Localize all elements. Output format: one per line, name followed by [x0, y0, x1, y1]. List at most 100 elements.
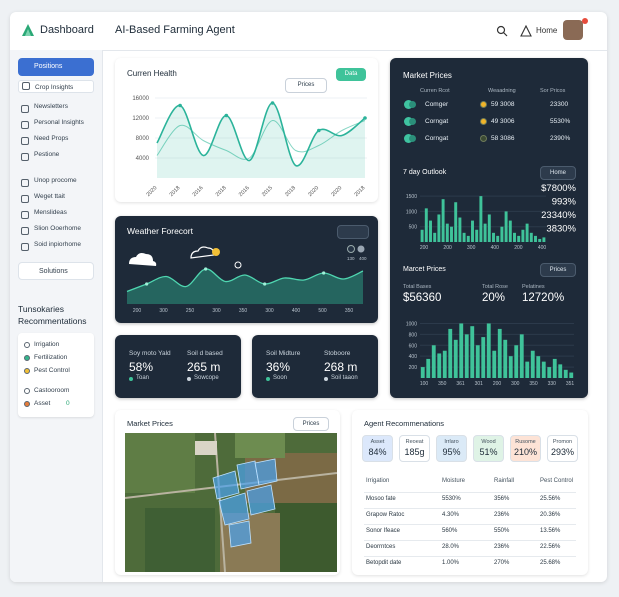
figure: 23340%	[541, 210, 576, 221]
chip-label: Wood	[481, 439, 496, 445]
cell: 356%	[494, 496, 510, 502]
figure: 993%	[552, 197, 577, 208]
stat-note: Toan	[136, 375, 150, 381]
chip[interactable]: Wood 51%	[473, 435, 504, 462]
row-dot	[480, 118, 487, 125]
row-divider	[364, 524, 576, 525]
nav-item[interactable]: Personal Insights	[34, 119, 84, 126]
user-name[interactable]: Home	[536, 26, 558, 35]
chip-label: Irrlaro	[444, 439, 459, 445]
bar	[442, 350, 447, 378]
nav-active[interactable]: Positions	[18, 58, 94, 76]
row-divider	[364, 556, 576, 557]
nav-button[interactable]: Solutions	[18, 262, 94, 280]
chip-label: Asset	[370, 439, 385, 445]
avatar[interactable]	[563, 20, 583, 40]
stat-label: Pelatines	[522, 284, 545, 290]
legend-label: 130	[347, 256, 355, 261]
nav-item[interactable]: Newsletters	[34, 103, 68, 110]
x-tick-label: 2018	[169, 185, 182, 198]
search-icon[interactable]	[496, 25, 508, 37]
stat-value: $56360	[403, 292, 442, 304]
indicator	[357, 245, 365, 253]
cell: 20.36%	[540, 512, 561, 518]
nav-item[interactable]: Crop Insights	[18, 80, 94, 93]
section-title: 7 day Outlook	[403, 169, 447, 176]
nav-item[interactable]: Need Props	[34, 135, 69, 142]
column-header: Pest Control	[540, 478, 574, 484]
chip-value: 293%	[550, 447, 575, 457]
cell: Deorrntces	[366, 544, 396, 550]
row-dot	[409, 118, 416, 125]
tag[interactable]: Data	[336, 68, 366, 81]
card-title: Weather Forecort	[127, 226, 193, 236]
y-tick-label: 1500	[406, 194, 417, 200]
cell: 49 3006	[491, 118, 515, 125]
x-tick-label: 350	[239, 308, 248, 314]
button[interactable]: Prices	[285, 78, 327, 93]
nav-item[interactable]: Pestione	[34, 151, 60, 158]
bar	[471, 220, 474, 242]
cell: 2390%	[550, 135, 571, 142]
x-tick-label: 2016	[238, 185, 251, 198]
nav-item[interactable]: Soid inpiorhome	[34, 241, 81, 248]
nav-item[interactable]: Unop procome	[34, 177, 77, 184]
nav-item[interactable]: Slion Ooerhome	[34, 225, 81, 232]
chip[interactable]: Reoeat 185g	[399, 435, 430, 462]
bar	[529, 232, 533, 242]
bar	[541, 361, 546, 378]
bar	[462, 232, 466, 242]
chip[interactable]: Asset 84%	[362, 435, 393, 462]
bar	[542, 237, 546, 242]
indicator	[347, 245, 355, 253]
button[interactable]: Prices	[293, 417, 329, 431]
x-tick-label: 2020	[307, 185, 320, 198]
button[interactable]: Prices	[540, 263, 576, 277]
stat-note: Soon	[273, 375, 288, 381]
bar	[486, 323, 491, 378]
cell: 28.0%	[442, 544, 460, 550]
nav-icon	[21, 227, 29, 235]
x-tick-label: 300	[511, 381, 520, 387]
bar	[487, 214, 491, 242]
y-tick-label: 800	[409, 332, 418, 338]
bar	[547, 367, 552, 378]
nav-icon	[21, 179, 29, 187]
bar	[508, 356, 513, 378]
nav-item[interactable]: Menslideas	[34, 209, 67, 216]
row-dot	[409, 135, 416, 142]
chip[interactable]: Irrlaro 95%	[436, 435, 467, 462]
area	[157, 102, 365, 178]
stat-label: Stoboore	[324, 350, 351, 357]
sidebar: Positions Crop Insights Newsletters Persona…	[10, 50, 103, 582]
x-tick-label: 500	[318, 308, 327, 314]
button[interactable]: Home	[540, 166, 576, 180]
nav-item[interactable]: Weget ttait	[34, 193, 65, 200]
button[interactable]	[337, 225, 369, 239]
row-divider	[364, 508, 576, 509]
chip[interactable]: Promon 293%	[547, 435, 578, 462]
bar	[475, 345, 480, 378]
bar	[504, 211, 508, 242]
stat-dot	[187, 377, 191, 381]
alert-icon[interactable]	[520, 25, 532, 37]
stats-card: Soil Midture 36% Soon Stoboore 268 m Soil taa…	[252, 335, 378, 398]
x-tick-label: 200	[420, 245, 429, 251]
y-tick-label: 400	[409, 354, 418, 360]
cell: 25.56%	[540, 496, 561, 502]
x-tick-label: 2018	[215, 185, 228, 198]
bar	[479, 196, 483, 242]
cell: Grapow Ratoc	[366, 512, 405, 518]
y-tick-label: 600	[409, 343, 418, 349]
chip-value: 185g	[404, 447, 425, 457]
bar	[450, 226, 453, 242]
bar	[492, 232, 495, 242]
point	[322, 271, 326, 275]
legend-label: 400	[359, 256, 367, 261]
stat-label: Soy moto Yald	[129, 350, 171, 357]
chip[interactable]: Rusome 210%	[510, 435, 541, 462]
cell: Sonor Ifeace	[366, 528, 401, 534]
chip-value: 95%	[442, 447, 461, 457]
point	[178, 103, 182, 108]
cell: 25.68%	[540, 560, 561, 566]
